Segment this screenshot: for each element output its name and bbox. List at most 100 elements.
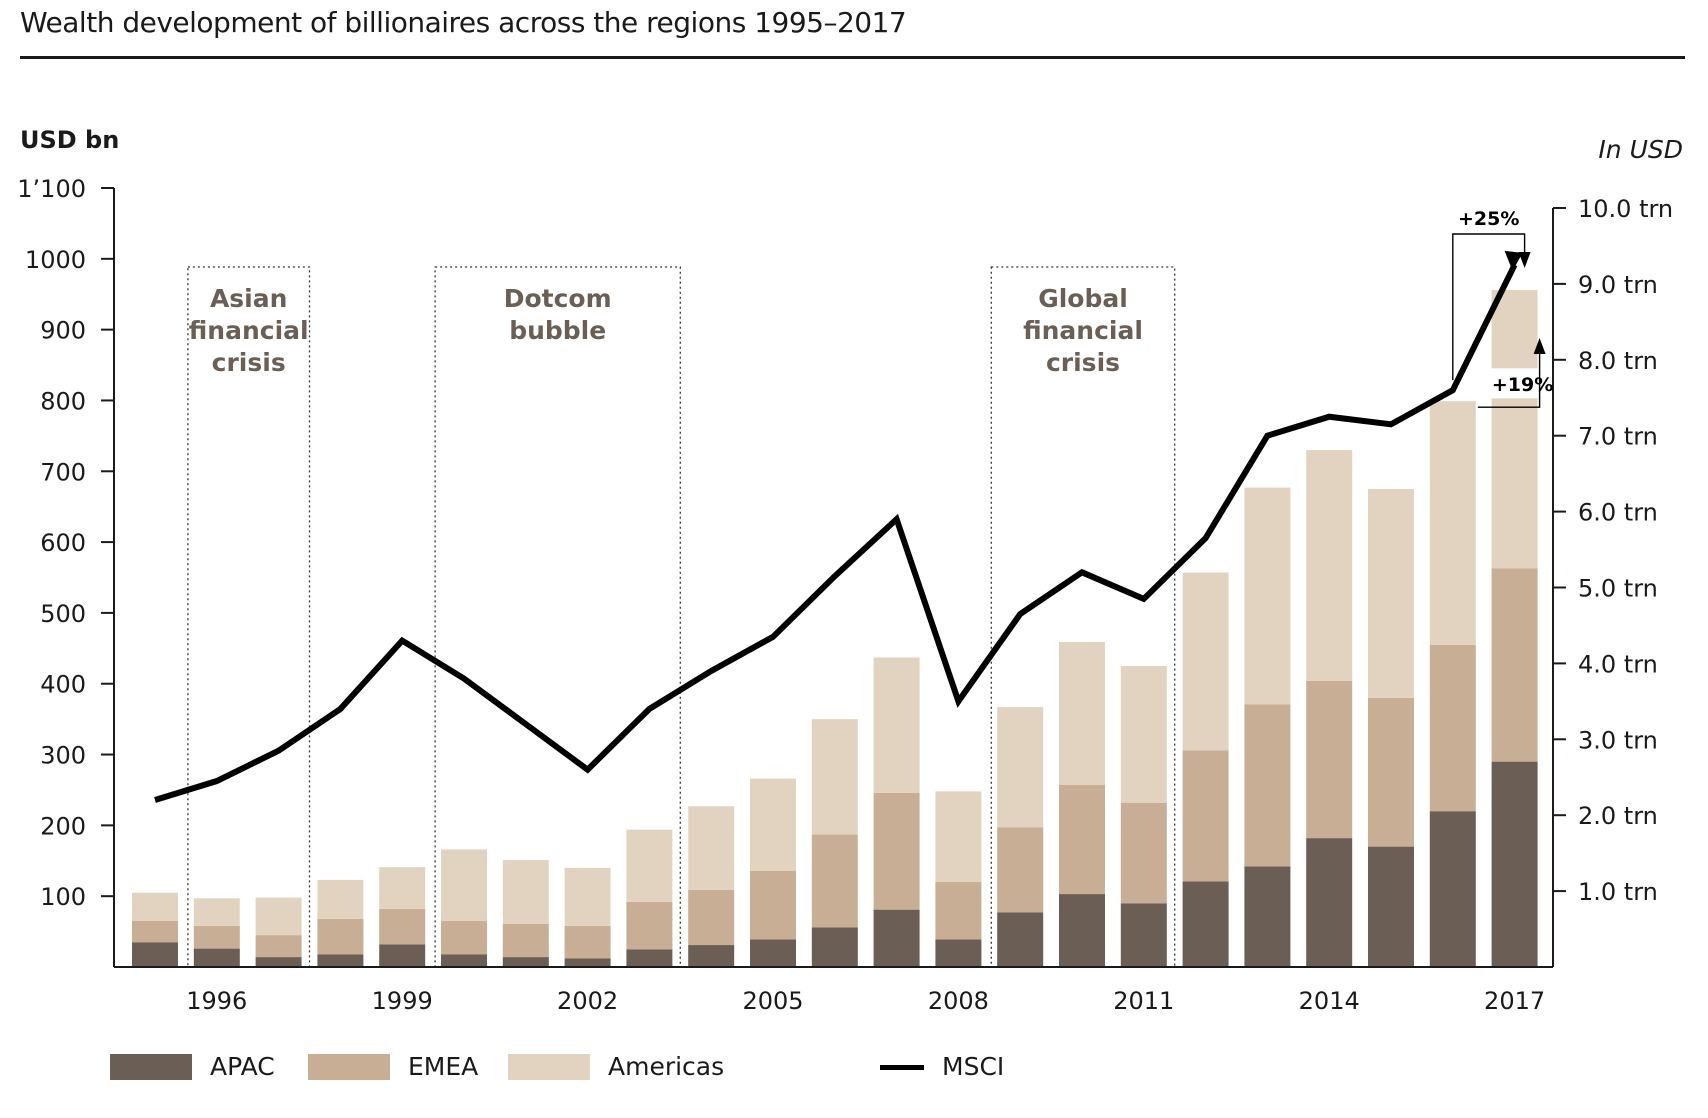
bar-americas-2012 bbox=[1182, 572, 1229, 751]
bar-apac-1999 bbox=[379, 944, 426, 967]
bar-americas-1997 bbox=[255, 897, 302, 936]
bar-americas-2015 bbox=[1368, 488, 1414, 698]
y-tick-label-800: 800 bbox=[40, 387, 86, 415]
bar-emea-2017 bbox=[1491, 568, 1538, 762]
y2-tick-label-8: 8.0 trn bbox=[1578, 347, 1658, 375]
y2-tick-label-2: 2.0 trn bbox=[1578, 802, 1658, 830]
annotation-arrow-msci bbox=[1518, 252, 1531, 268]
bar-emea-1998 bbox=[317, 918, 364, 955]
bar-americas-2008 bbox=[935, 791, 982, 883]
bar-americas-2006 bbox=[811, 719, 858, 835]
bar-emea-2000 bbox=[441, 920, 487, 955]
bar-americas-2003 bbox=[626, 829, 673, 902]
y2-tick-label-5: 5.0 trn bbox=[1578, 575, 1658, 603]
bar-emea-2007 bbox=[873, 792, 920, 910]
y-tick-label-500: 500 bbox=[40, 600, 86, 628]
bar-apac-2012 bbox=[1182, 881, 1229, 967]
bar-emea-2002 bbox=[564, 925, 611, 959]
bar-apac-2016 bbox=[1429, 811, 1476, 967]
bar-apac-1997 bbox=[255, 957, 302, 967]
chart-canvas: Asian financial crisis Dotcom bubble Global fi… bbox=[17, 126, 1683, 1015]
bar-americas-2001 bbox=[502, 860, 549, 924]
bar-emea-2013 bbox=[1244, 704, 1291, 867]
bar-emea-2014 bbox=[1306, 680, 1353, 839]
legend-swatch-emea bbox=[308, 1054, 390, 1080]
bar-apac-2011 bbox=[1120, 903, 1167, 967]
legend-line-msci bbox=[880, 1065, 924, 1070]
bar-apac-2000 bbox=[441, 954, 487, 967]
bar-americas-2000 bbox=[441, 849, 487, 921]
bar-emea-2010 bbox=[1059, 784, 1105, 895]
x-tick-label-2005: 2005 bbox=[742, 987, 803, 1015]
bar-emea-2012 bbox=[1182, 750, 1229, 882]
crisis-label-1-1: bubble bbox=[509, 316, 606, 345]
bar-americas-2002 bbox=[564, 867, 611, 926]
chart-title: Wealth development of billionaires acros… bbox=[20, 6, 907, 39]
bar-apac-2014 bbox=[1306, 838, 1353, 967]
bar-americas-1998 bbox=[317, 879, 364, 919]
bar-emea-1995 bbox=[132, 920, 178, 943]
bar-americas-2013 bbox=[1244, 487, 1291, 705]
bar-americas-2014 bbox=[1306, 450, 1353, 681]
bar-emea-2008 bbox=[935, 882, 982, 940]
crisis-label-2-1: financial bbox=[1023, 316, 1143, 345]
y-tick-label-1100: 1’100 bbox=[17, 175, 86, 203]
legend-label-msci: MSCI bbox=[942, 1052, 1005, 1081]
bar-americas-2009 bbox=[997, 707, 1044, 828]
bar-americas-2010 bbox=[1059, 641, 1105, 785]
bar-emea-2011 bbox=[1120, 802, 1167, 904]
crisis-label-0-0: Asian bbox=[210, 284, 287, 313]
x-tick-label-2008: 2008 bbox=[928, 987, 989, 1015]
bar-emea-2001 bbox=[502, 923, 549, 958]
bar-apac-2009 bbox=[997, 912, 1044, 967]
y-tick-label-600: 600 bbox=[40, 529, 86, 557]
bar-emea-2006 bbox=[811, 834, 858, 928]
y2-tick-label-1: 1.0 trn bbox=[1578, 878, 1658, 906]
x-tick-label-1996: 1996 bbox=[186, 987, 247, 1015]
bar-americas-1996 bbox=[193, 898, 240, 926]
crisis-label-0-2: crisis bbox=[212, 348, 286, 377]
bar-americas-2017 bbox=[1491, 398, 1538, 569]
y-tick-label-900: 900 bbox=[40, 317, 86, 345]
y-tick-label-1000: 1000 bbox=[25, 246, 86, 274]
y-axis-title: USD bn bbox=[20, 126, 119, 154]
msci-line bbox=[154, 263, 1518, 803]
bar-emea-1996 bbox=[193, 925, 240, 949]
bar-emea-2004 bbox=[688, 889, 735, 946]
bar-apac-2003 bbox=[626, 949, 673, 967]
bar-emea-1997 bbox=[255, 935, 302, 958]
x-tick-label-2014: 2014 bbox=[1299, 987, 1360, 1015]
annotation-total: +19% bbox=[1492, 374, 1553, 396]
annotation-bracket-msci bbox=[1452, 233, 1526, 381]
bar-apac-2013 bbox=[1244, 866, 1291, 967]
bar-emea-2009 bbox=[997, 827, 1044, 913]
bar-emea-2005 bbox=[750, 870, 796, 940]
legend-swatch-americas bbox=[508, 1054, 590, 1080]
bar-apac-2008 bbox=[935, 939, 982, 967]
y-tick-label-300: 300 bbox=[40, 742, 86, 770]
bar-apac-2005 bbox=[750, 939, 796, 967]
bar-emea-2003 bbox=[626, 901, 673, 950]
y2-tick-label-4: 4.0 trn bbox=[1578, 650, 1658, 678]
y-tick-label-200: 200 bbox=[40, 812, 86, 840]
y-tick-label-100: 100 bbox=[40, 883, 86, 911]
bar-americas-2011 bbox=[1120, 666, 1167, 803]
title-rule bbox=[20, 56, 1685, 59]
legend-label-apac: APAC bbox=[210, 1052, 275, 1081]
bar-emea-2016 bbox=[1429, 644, 1476, 812]
y2-tick-label-6: 6.0 trn bbox=[1578, 499, 1658, 527]
crisis-box-0 bbox=[187, 266, 311, 968]
crisis-box-1 bbox=[434, 266, 681, 968]
y2-tick-label-7: 7.0 trn bbox=[1578, 423, 1658, 451]
x-tick-label-1999: 1999 bbox=[372, 987, 433, 1015]
crisis-label-1-0: Dotcom bbox=[504, 284, 612, 313]
bar-americas-2005 bbox=[750, 778, 796, 871]
bar-americas-1995 bbox=[132, 892, 178, 921]
bar-apac-1998 bbox=[317, 954, 364, 967]
bar-apac-2002 bbox=[564, 958, 611, 967]
y2-axis-title: In USD bbox=[1598, 135, 1683, 164]
bar-apac-2010 bbox=[1059, 894, 1105, 967]
bar-apac-2015 bbox=[1368, 846, 1414, 967]
msci-end-marker bbox=[1504, 250, 1523, 271]
y-tick-label-400: 400 bbox=[40, 671, 86, 699]
